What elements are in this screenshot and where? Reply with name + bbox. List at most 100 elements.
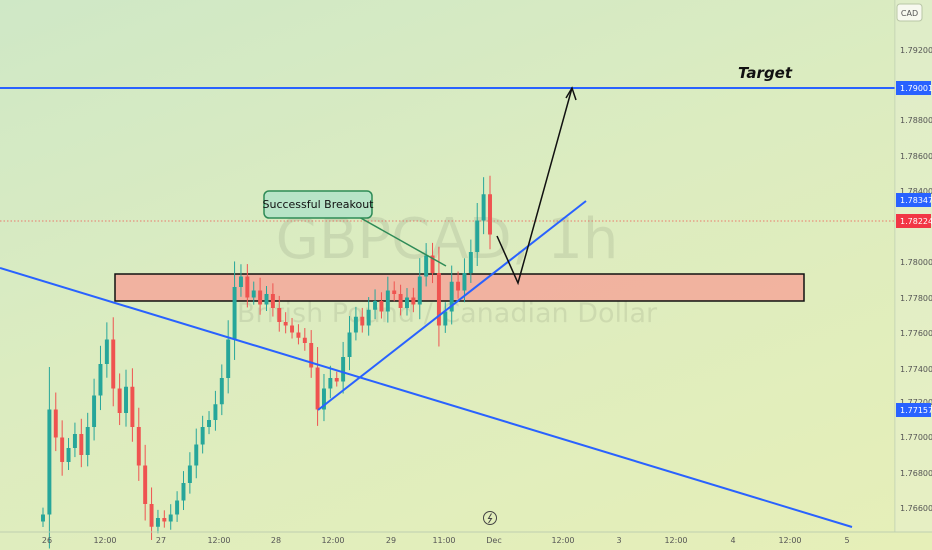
upper-marker-badge [896,193,931,207]
upper-marker-text: 1.78347 [900,196,932,205]
flash-icon[interactable] [483,511,497,525]
y-tick-label: 1.79200 [900,46,932,55]
candle-body [360,316,365,326]
time-axis[interactable]: 26 12:00 27 12:00 28 12:00 29 11:00 Dec … [0,531,932,545]
candle-body [162,518,167,522]
candle-body [456,281,461,291]
candle-body [66,448,71,462]
candle-body [200,427,205,445]
candle-body [462,273,467,291]
candle-body [309,343,314,368]
lower-marker-text: 1.77157 [900,406,932,415]
x-tick-label: Dec [486,536,501,545]
target-price-text: 1.79001 [900,84,932,93]
x-tick-label: 27 [156,536,166,545]
x-tick-label: 12:00 [664,536,687,545]
candle-body [136,427,141,466]
currency-badge-box [896,3,923,22]
candle-body [60,437,65,462]
x-tick-label: 5 [844,536,849,545]
breakout-callout[interactable]: Successful Breakout [262,190,447,267]
candle-body [117,388,122,413]
candle-body [449,281,454,312]
candle-body [373,301,378,310]
candle-body [130,386,135,427]
y-tick-label: 1.77600 [900,329,932,338]
candle-body [475,220,480,252]
candle-body [143,465,148,504]
candle-body [417,276,422,305]
candle-body [290,325,295,333]
candle-body [392,290,397,294]
candle-body [92,395,97,427]
x-tick-label: 11:00 [432,536,455,545]
candle-body [411,297,416,305]
target-label: Target [738,64,793,82]
candle-body [72,434,77,448]
candle-body [302,337,307,343]
candle-body [398,294,403,308]
y-tick-label: 1.78600 [900,152,932,161]
candle-body [104,339,109,364]
price-axis[interactable]: 1.79200 1.79001 1.78800 1.78600 1.78400 … [894,0,932,532]
candle-body [245,276,250,298]
x-tick-label: 12:00 [207,536,230,545]
ascending-trendline[interactable] [317,200,587,411]
candle-body [41,514,45,522]
current-price-text: 1.78224 [900,217,932,226]
callout-box [263,190,373,219]
currency-badge[interactable]: CAD [896,3,923,22]
y-tick-label: 1.77200 [900,398,932,407]
candle-body [124,386,128,413]
current-price-badge [896,214,931,228]
x-tick-label: 12:00 [778,536,801,545]
y-tick-label: 1.77800 [900,294,932,303]
candle-body [277,308,282,322]
candle-body [251,290,256,298]
x-tick-label: 12:00 [321,536,344,545]
candle-body [258,290,263,305]
candle-body [436,273,441,326]
y-tick-label: 1.78400 [900,187,932,196]
candle-body [328,378,333,389]
candle-body [175,500,180,515]
currency-badge-text: CAD [901,9,918,18]
candle-body [488,194,492,235]
watermark-description: British Pound / Canadian Dollar [237,298,658,329]
x-tick-label: 28 [271,536,281,545]
candle-body [379,301,384,312]
descending-trendline[interactable] [0,267,853,528]
x-tick-label: 12:00 [551,536,574,545]
y-tick-label: 1.78800 [900,116,932,125]
candle-body [98,364,103,396]
candle-body [385,290,390,312]
callout-pointer [349,211,447,267]
candle-body [79,434,84,455]
candle-body [334,378,339,382]
arrow-head-icon [565,86,577,101]
y-tick-label: 1.76600 [900,504,932,513]
flash-icon-bolt [487,513,493,524]
y-tick-label: 1.78000 [900,258,932,267]
lower-marker-badge [896,403,931,417]
candle-body [219,378,224,405]
candle-body [405,297,409,308]
candle-body [168,514,173,522]
candle-body [321,388,326,410]
candle-body [226,339,231,378]
x-tick-label: 12:00 [93,536,116,545]
candle-body [296,332,301,338]
callout-text: Successful Breakout [262,198,374,211]
candle-body [85,427,90,455]
candle-body [270,294,275,308]
x-tick-label: 3 [616,536,621,545]
candle-body [353,316,358,333]
candle-body [207,420,212,427]
projection-arrow-path [496,87,573,286]
candle-body [264,294,269,305]
candle-body [315,367,320,410]
candle-body [149,504,154,527]
candles-group [41,175,492,549]
